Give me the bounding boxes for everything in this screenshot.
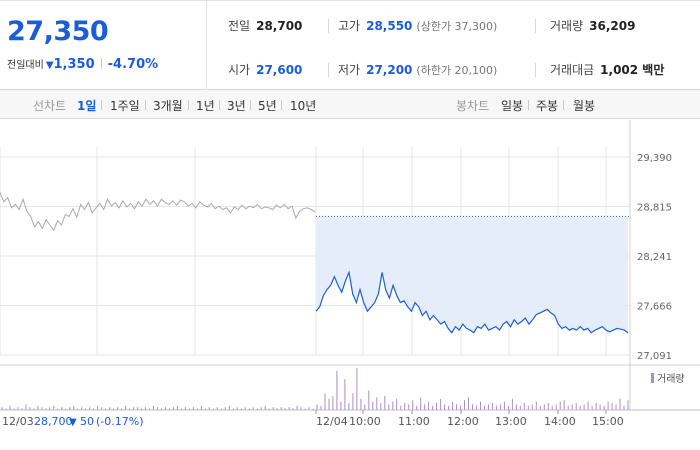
y-tick-label: 29,390 [637,153,672,164]
stat-value: 27,600 [256,63,303,77]
footer-down-arrow-icon: ▼ [69,417,77,428]
footer-price: 28,700 [34,415,73,428]
stat-divider [328,63,329,77]
price-chart[interactable]: 29,390 28,815 28,241 27,666 27,091 거래량 12/04… [0,120,700,450]
period-divider [188,100,189,110]
period-10y-tab[interactable]: 10년 [290,99,317,113]
y-tick-label: 27,666 [637,301,672,312]
x-axis-ticks: 12/04 10:00 11:00 12:00 13:00 14:00 15:00 [315,410,624,428]
stat-value: 1,002 백만 [600,63,665,77]
x-tick-label: 12:00 [447,415,479,428]
change-row: 전일대비 ▼1,350 -4.70% [7,56,158,72]
x-tick-label: 15:00 [592,415,624,428]
stat-amount: 거래대금 1,002 백만 [550,61,664,78]
period-divider [563,100,564,110]
candle-monthly-tab[interactable]: 월봉 [573,99,596,113]
y-tick-label: 28,241 [637,252,672,263]
x-tick-label: 10:00 [349,415,381,428]
stat-divider [535,63,536,77]
stat-value: 28,550 [366,19,413,33]
volume-legend: 거래량 [651,373,685,385]
down-triangle-icon: ▼ [45,60,54,71]
period-5y-tab[interactable]: 5년 [258,99,277,113]
x-tick-label: 13:00 [495,415,527,428]
period-1w-tab[interactable]: 1주일 [110,99,140,113]
stat-open: 시가 27,600 [228,61,302,78]
stat-prev-close: 전일 28,700 [228,17,302,34]
period-divider [281,100,282,110]
stat-label: 저가 [338,63,361,77]
stat-value: 28,700 [256,19,303,33]
candle-chart-label: 봉차트 [456,99,490,113]
x-tick-label: 12/04 [316,415,348,428]
price-box: 27,350 전일대비 ▼1,350 -4.70% [0,1,207,90]
change-value: 1,350 [53,57,95,72]
period-3m-tab[interactable]: 3개월 [153,99,183,113]
stat-label: 거래대금 [550,63,595,77]
y-tick-label: 28,815 [637,203,672,214]
volume-bars [1,368,629,410]
stat-sub: (상한가 37,300) [416,20,498,33]
change-divider [100,58,102,69]
x-tick-label: 11:00 [398,415,430,428]
period-divider [145,100,146,110]
stat-high: 고가 28,550 (상한가 37,300) [338,17,497,34]
period-divider [101,100,102,110]
stat-label: 고가 [338,19,361,33]
y-axis-ticks: 29,390 28,815 28,241 27,666 27,091 [637,153,672,362]
chart-footer: 12/03 28,700 ▼ 50 (-0.17%) [2,415,144,428]
period-divider [250,100,251,110]
y-tick-label: 27,091 [637,351,672,362]
stat-divider [328,19,329,33]
stat-sub: (하한가 20,100) [416,64,498,77]
volume-legend-label: 거래량 [657,373,685,385]
stat-value: 36,209 [589,19,636,33]
stat-label: 거래량 [550,19,584,33]
price-line-12-03 [0,192,316,232]
price-chart-svg: 29,390 28,815 28,241 27,666 27,091 거래량 12/04… [0,120,700,428]
candle-weekly-tab[interactable]: 주봉 [536,99,559,113]
footer-date: 12/03 [2,415,34,428]
period-1y-tab[interactable]: 1년 [196,99,215,113]
quote-panel: 27,350 전일대비 ▼1,350 -4.70% 전일 28,700 고가 28,55… [0,0,700,90]
footer-change: 50 [80,415,94,428]
change-percent: -4.70% [107,57,159,72]
x-tick-label: 14:00 [544,415,576,428]
footer-percent: (-0.17%) [96,415,144,428]
change-label: 전일대비 [7,60,44,71]
line-chart-label: 선차트 [33,99,67,113]
candle-daily-tab[interactable]: 일봉 [501,99,524,113]
stat-volume: 거래량 36,209 [550,17,635,34]
stat-low: 저가 27,200 (하한가 20,100) [338,61,497,78]
period-bar: 선차트 1일 1주일 3개월 1년 3년 5년 10년 봉차트 일봉 주봉 월봉 [0,90,700,119]
period-1d-tab[interactable]: 1일 [77,99,97,113]
stat-label: 시가 [228,63,251,77]
period-divider [528,100,529,110]
stat-divider [535,19,536,33]
price-line-12-04 [315,270,629,334]
stat-label: 전일 [228,19,251,33]
period-divider [219,100,220,110]
volume-legend-swatch [651,373,654,383]
current-price: 27,350 [7,16,109,47]
period-3y-tab[interactable]: 3년 [227,99,246,113]
price-area-fill [316,216,628,333]
stat-value: 27,200 [366,63,413,77]
